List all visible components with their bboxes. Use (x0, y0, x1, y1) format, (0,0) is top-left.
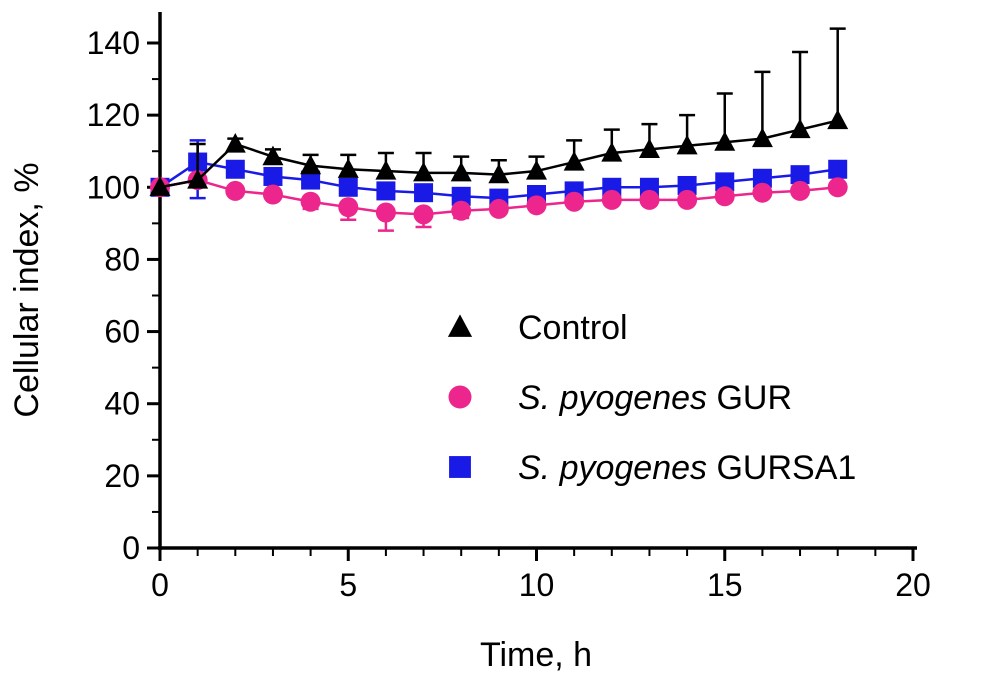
circle-marker (300, 191, 321, 212)
triangle-marker (488, 163, 510, 184)
triangle-marker (224, 133, 246, 153)
triangle-marker (676, 134, 698, 155)
y-tick-label: 0 (122, 530, 140, 566)
triangle-marker (526, 160, 547, 180)
square-marker (790, 165, 810, 185)
triangle-marker (638, 138, 660, 158)
circle-marker (564, 191, 585, 212)
triangle-marker (375, 160, 397, 180)
x-tick-label: 0 (151, 567, 169, 603)
circle-marker (827, 177, 848, 198)
triangle-marker (563, 151, 585, 171)
legend-label: S. pyogenes GURSA1 (518, 449, 856, 487)
x-tick-label: 20 (895, 567, 931, 603)
triangle-marker (827, 109, 849, 130)
y-tick-label: 120 (87, 97, 140, 133)
circle-marker (338, 197, 359, 218)
square-marker (338, 177, 358, 197)
circle-marker (639, 189, 660, 210)
square-marker (677, 175, 697, 195)
circle-marker (375, 202, 396, 223)
circle-marker (752, 182, 773, 203)
circle-marker (225, 180, 246, 201)
y-axis-title: Cellular index, % (8, 162, 46, 417)
square-marker (376, 181, 396, 201)
y-ticks: 0 20 40 60 80 100 120 140 (87, 25, 160, 566)
circle-marker (526, 195, 547, 216)
triangle-marker (789, 118, 811, 139)
triangle-marker (450, 161, 472, 182)
square-marker (301, 170, 321, 190)
square-marker (263, 166, 283, 186)
square-marker (828, 159, 848, 179)
y-tick-label: 80 (104, 241, 140, 277)
x-tick-label: 10 (519, 567, 555, 603)
y-tick-label: 140 (87, 25, 140, 61)
triangle-marker (601, 142, 623, 162)
y-tick-label: 40 (104, 386, 140, 422)
x-axis-title: Time, h (480, 636, 592, 674)
circle-marker (488, 198, 509, 219)
triangle-marker (413, 161, 435, 182)
x-ticks: 0 5 10 15 20 (151, 548, 931, 603)
circle-marker (677, 189, 698, 210)
square-marker (715, 172, 735, 192)
square-marker (449, 456, 471, 478)
circle-marker (714, 186, 735, 207)
triangle-marker (337, 158, 359, 178)
legend-label: S. pyogenes GUR (518, 379, 792, 417)
square-marker (414, 183, 434, 203)
square-marker (752, 168, 772, 188)
triangle-marker (714, 131, 736, 151)
series-triangle (149, 27, 849, 196)
y-tick-label: 20 (104, 458, 140, 494)
circle-marker (451, 200, 472, 221)
legend: Control S. pyogenes GUR S. pyogenes GURSA1 (447, 309, 856, 487)
triangle-marker (149, 176, 171, 196)
y-tick-label: 100 (87, 169, 140, 205)
plot-area: 0 5 10 15 20 0 20 40 60 80 100 120 140 Control S. pyog… (87, 12, 931, 603)
triangle-marker (447, 314, 473, 337)
circle-marker (262, 184, 283, 205)
circle-marker (448, 385, 472, 409)
circle-marker (601, 189, 622, 210)
square-marker (451, 186, 471, 206)
triangle-marker (187, 169, 209, 189)
triangle-marker (300, 154, 322, 175)
square-marker (225, 159, 245, 179)
x-tick-label: 15 (707, 567, 743, 603)
x-tick-label: 5 (339, 567, 357, 603)
triangle-marker (751, 127, 773, 148)
y-tick-label: 60 (104, 314, 140, 350)
legend-label: Control (518, 309, 628, 347)
circle-marker (413, 204, 434, 225)
circle-marker (790, 180, 811, 201)
triangle-marker (262, 145, 284, 166)
